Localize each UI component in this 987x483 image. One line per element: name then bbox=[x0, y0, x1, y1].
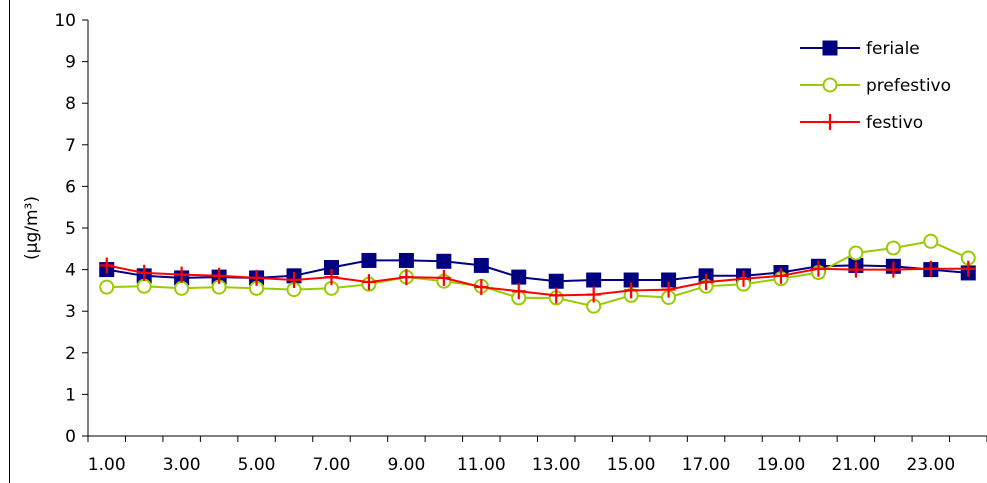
x-tick-label: 19.00 bbox=[757, 455, 806, 475]
data-point-festivo bbox=[212, 267, 227, 284]
data-point-festivo bbox=[324, 269, 339, 286]
data-point-prefestivo bbox=[848, 245, 864, 261]
data-point-feriale bbox=[511, 269, 527, 285]
data-point-festivo bbox=[474, 279, 489, 296]
data-point-festivo bbox=[586, 286, 601, 303]
data-point-festivo bbox=[99, 257, 114, 274]
data-point-festivo bbox=[287, 272, 302, 288]
y-tick-label: 7 bbox=[65, 136, 76, 156]
x-axis: 1.00 3.00 5.00 7.00 9.00 11.00 13.00 15.00 17.00… bbox=[87, 435, 987, 475]
y-tick-label: 6 bbox=[65, 177, 76, 197]
data-point-feriale bbox=[398, 252, 414, 268]
data-point-festivo bbox=[361, 274, 376, 291]
x-tick-label: 15.00 bbox=[607, 455, 656, 475]
x-tick-label: 9.00 bbox=[387, 455, 425, 475]
legend-marker-feriale bbox=[822, 40, 838, 56]
data-point-prefestivo bbox=[99, 279, 115, 295]
x-tick-label: 17.00 bbox=[682, 455, 731, 475]
y-tick-label: 3 bbox=[65, 302, 76, 322]
x-tick-label: 21.00 bbox=[832, 455, 881, 475]
y-tick-label: 2 bbox=[65, 344, 76, 364]
series-area bbox=[99, 233, 976, 314]
legend: feriale prefestivo festivo bbox=[800, 39, 951, 133]
x-tick-label: 23.00 bbox=[906, 455, 955, 475]
data-point-festivo bbox=[249, 269, 264, 286]
x-tick-label: 3.00 bbox=[163, 455, 201, 475]
data-point-feriale bbox=[473, 257, 489, 273]
data-point-festivo bbox=[811, 260, 826, 277]
series-festivo bbox=[99, 257, 976, 304]
legend-marker-prefestivo bbox=[822, 77, 838, 93]
legend-label-festivo: festivo bbox=[866, 113, 923, 133]
y-tick-label: 5 bbox=[65, 219, 76, 239]
y-axis-title: (µg/m³) bbox=[22, 196, 42, 260]
data-point-prefestivo bbox=[174, 280, 190, 296]
data-point-festivo bbox=[399, 269, 414, 286]
x-tick-label: 5.00 bbox=[238, 455, 276, 475]
data-point-prefestivo bbox=[136, 278, 152, 294]
data-point-festivo bbox=[661, 281, 676, 298]
data-point-prefestivo bbox=[885, 240, 901, 256]
data-point-festivo bbox=[961, 260, 976, 277]
data-point-feriale bbox=[361, 252, 377, 268]
data-point-festivo bbox=[699, 274, 714, 291]
data-point-festivo bbox=[848, 261, 863, 278]
y-tick-label: 4 bbox=[65, 261, 76, 281]
y-tick-label: 10 bbox=[54, 11, 76, 31]
data-point-festivo bbox=[174, 266, 189, 283]
data-point-festivo bbox=[923, 260, 938, 277]
y-tick-label: 8 bbox=[65, 94, 76, 114]
data-point-festivo bbox=[736, 270, 751, 287]
x-tick-label: 7.00 bbox=[313, 455, 351, 475]
data-point-festivo bbox=[773, 267, 788, 284]
y-tick-label: 1 bbox=[65, 385, 76, 405]
data-point-feriale bbox=[586, 272, 602, 288]
data-point-feriale bbox=[436, 253, 452, 269]
data-point-festivo bbox=[549, 287, 564, 304]
data-point-festivo bbox=[886, 261, 901, 278]
y-axis: 0 1 2 3 4 5 6 7 8 9 10 bbox=[54, 11, 89, 447]
x-tick-label: 11.00 bbox=[457, 455, 506, 475]
data-point-feriale bbox=[548, 273, 564, 289]
data-point-prefestivo bbox=[923, 233, 939, 249]
x-tick-label: 13.00 bbox=[532, 455, 581, 475]
data-point-festivo bbox=[511, 283, 526, 300]
legend-label-feriale: feriale bbox=[866, 39, 920, 59]
legend-label-prefestivo: prefestivo bbox=[866, 76, 951, 96]
y-tick-label: 0 bbox=[65, 427, 76, 447]
data-point-festivo bbox=[624, 282, 639, 299]
data-point-festivo bbox=[436, 269, 451, 286]
legend-marker-festivo bbox=[823, 114, 837, 130]
y-tick-label: 9 bbox=[65, 53, 76, 73]
x-tick-label: 1.00 bbox=[88, 455, 126, 475]
data-point-festivo bbox=[137, 264, 152, 281]
